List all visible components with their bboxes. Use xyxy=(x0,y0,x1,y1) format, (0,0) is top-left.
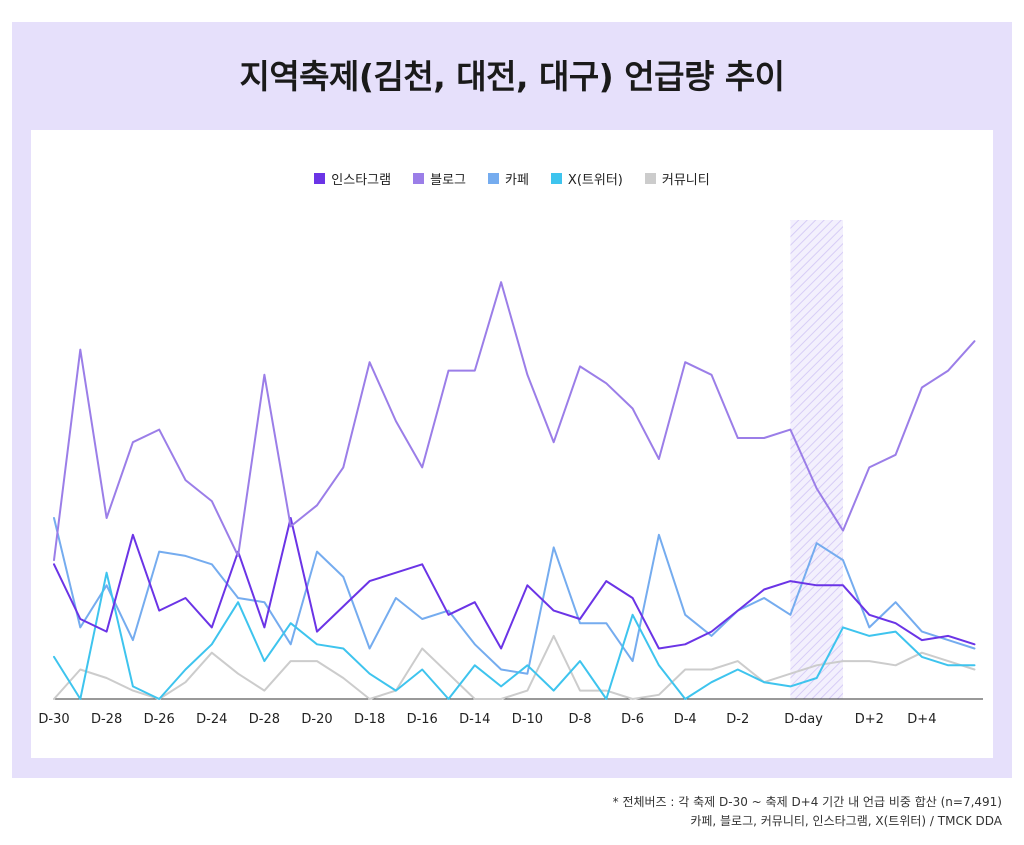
x-tick-label: D-2 xyxy=(726,712,749,727)
legend-swatch xyxy=(644,173,656,184)
series-line-1 xyxy=(53,281,976,562)
series-line-3 xyxy=(53,571,976,700)
legend-item: 카페 xyxy=(488,169,529,188)
legend-label: 인스타그램 xyxy=(331,173,392,188)
legend-item: 인스타그램 xyxy=(314,169,391,188)
x-tick-label: D-24 xyxy=(196,712,227,727)
legend-label: X(트위터) xyxy=(567,173,623,188)
x-tick-label: D-30 xyxy=(38,712,69,727)
x-tick-label: D-28 xyxy=(249,712,280,727)
x-tick-label: D-28 xyxy=(91,712,122,727)
series-line-2 xyxy=(53,517,976,675)
series-line-4 xyxy=(53,634,976,700)
legend-item: X(트위터) xyxy=(550,169,623,188)
legend-label: 카페 xyxy=(505,173,529,188)
legend-label: 커뮤니티 xyxy=(661,173,710,188)
chart-panel: 인스타그램 블로그 카페 X(트위터) 커뮤니티 D-30 D-28 D-26 D-24 D-2… xyxy=(31,130,993,758)
x-tick-label: D-4 xyxy=(674,712,697,727)
x-tick-label: D+2 xyxy=(855,712,884,727)
x-tick-label: D-26 xyxy=(144,712,175,727)
legend-swatch xyxy=(488,173,499,184)
legend-swatch xyxy=(314,173,326,184)
legend: 인스타그램 블로그 카페 X(트위터) 커뮤니티 xyxy=(31,169,993,188)
legend-item: 블로그 xyxy=(413,169,466,188)
x-tick-label: D-18 xyxy=(354,712,385,727)
x-tick-label: D-14 xyxy=(459,712,490,727)
legend-label: 블로그 xyxy=(430,173,466,188)
line-chart: D-30 D-28 D-26 D-24 D-28 D-20 D-18 D-16 D-14 D-10… xyxy=(38,220,983,727)
legend-swatch xyxy=(550,173,562,184)
chart-title: 지역축제(김천, 대전, 대구) 언급량 추이 xyxy=(239,57,785,96)
footnote: * 전체버즈 : 각 축제 D-30 ~ 축제 D+4 기간 내 언급 비중 합… xyxy=(613,793,1002,831)
x-tick-label: D-16 xyxy=(407,712,438,727)
dday-highlight-band xyxy=(790,220,843,699)
x-tick-label: D-day xyxy=(784,712,823,727)
footnote-line-2: 카페, 블로그, 커뮤니티, 인스타그램, X(트위터) / TMCK DDA xyxy=(690,814,1002,828)
x-tick-label: D-20 xyxy=(301,712,332,727)
footnote-line-1: * 전체버즈 : 각 축제 D-30 ~ 축제 D+4 기간 내 언급 비중 합… xyxy=(612,795,1002,809)
x-tick-label: D+4 xyxy=(907,712,936,727)
x-tick-label: D-8 xyxy=(569,712,592,727)
series-line-0 xyxy=(53,517,976,650)
x-tick-label: D-10 xyxy=(512,712,543,727)
legend-item: 커뮤니티 xyxy=(644,169,710,188)
legend-swatch xyxy=(413,173,425,184)
x-tick-label: D-6 xyxy=(621,712,644,727)
